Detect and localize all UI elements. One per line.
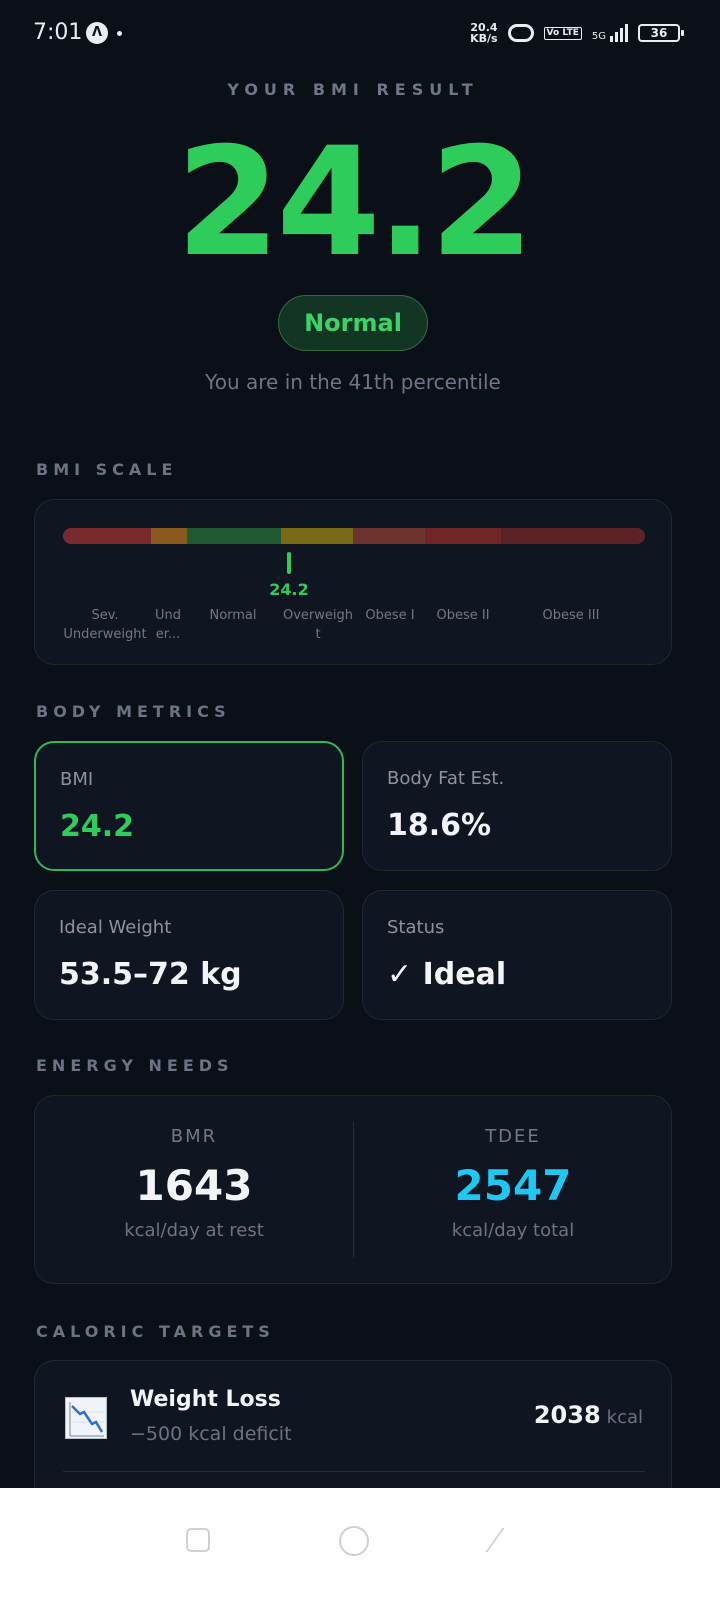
bmi-scale-card: 24.2 Sev. Underweight Und er... Normal Ove… (34, 499, 672, 665)
body-fat-label: Body Fat Est. (387, 768, 505, 789)
scale-label-obese-3: Obese III (542, 608, 600, 623)
network-speed-unit: KB/s (470, 32, 498, 45)
chart-decreasing-icon (65, 1397, 107, 1439)
body-fat-value: 18.6% (387, 808, 492, 843)
bmi-scale-segment (425, 528, 501, 544)
bmi-scale-segment (281, 528, 353, 544)
ideal-weight-label: Ideal Weight (59, 917, 172, 938)
network-speed: 20.4 KB/s (470, 22, 497, 44)
bmi-scale-bar (63, 528, 645, 544)
back-icon[interactable] (485, 1528, 525, 1552)
caloric-target-unit: kcal (606, 1407, 643, 1428)
bmr-subtext: kcal/day at rest (124, 1220, 264, 1241)
bmr-value: 1643 (135, 1161, 253, 1210)
caloric-targets-title: CALORIC TARGETS (36, 1322, 275, 1341)
bmi-value: 24.2 (175, 116, 534, 290)
bmi-scale-segment (151, 528, 187, 544)
scale-label-severe-underweight: Sev. Underweight (63, 608, 147, 642)
bmi-metric-value: 24.2 (60, 809, 135, 844)
scale-label-obese-1: Obese I (365, 608, 415, 623)
battery-icon: 36 (638, 24, 684, 42)
volte-icon: Vo LTE (543, 26, 582, 40)
caloric-target-value: 2038 (533, 1401, 601, 1429)
status-card: Status ✓ Ideal (362, 890, 672, 1020)
tdee-label: TDEE (485, 1126, 541, 1147)
recent-apps-icon[interactable] (186, 1528, 210, 1552)
status-value-row: ✓ Ideal (387, 957, 506, 992)
scale-label-underweight: Und er... (154, 608, 181, 642)
bmi-metric-label: BMI (60, 769, 94, 790)
status-label: Status (387, 917, 445, 938)
home-icon[interactable] (339, 1526, 369, 1556)
energy-divider (353, 1122, 354, 1258)
tdee-subtext: kcal/day total (451, 1220, 575, 1241)
bmi-scale-segment (501, 528, 645, 544)
app-notification-icon: Λ (86, 22, 108, 44)
bmi-scale-marker-value: 24.2 (269, 580, 309, 599)
bmi-scale-segment (353, 528, 425, 544)
caloric-target-amount: 2038 kcal (534, 1401, 643, 1429)
bmr-label: BMR (170, 1126, 218, 1147)
scale-label-obese-2: Obese II (436, 608, 490, 623)
check-icon: ✓ (387, 957, 413, 992)
tdee-column: TDEE 2547 kcal/day total (354, 1096, 672, 1241)
bmi-scale-segment (187, 528, 281, 544)
scale-label-normal: Normal (209, 608, 257, 623)
status-time: 7:01 (33, 20, 83, 45)
ideal-weight-value: 53.5–72 kg (59, 957, 242, 992)
system-navigation-bar (0, 1488, 720, 1600)
status-bar: 7:01 Λ 20.4 KB/s Vo LTE 5G 36 (0, 0, 720, 70)
status-icons: 20.4 KB/s Vo LTE 5G 36 (470, 22, 684, 44)
bmr-column: BMR 1643 kcal/day at rest (35, 1096, 353, 1241)
body-metrics-title: BODY METRICS (36, 702, 231, 721)
bmi-scale-marker (287, 552, 291, 574)
energy-card: BMR 1643 kcal/day at rest TDEE 2547 kcal… (34, 1095, 672, 1284)
category-badge: Normal (278, 295, 428, 351)
tdee-value: 2547 (454, 1161, 572, 1210)
bmi-metric-card: BMI 24.2 (34, 741, 344, 871)
network-speed-value: 20.4 (470, 21, 498, 34)
caloric-target-subtitle: −500 kcal deficit (130, 1423, 292, 1445)
bmi-scale-title: BMI SCALE (36, 460, 178, 479)
body-fat-card: Body Fat Est. 18.6% (362, 741, 672, 871)
hotspot-link-icon (507, 24, 534, 42)
percentile-text: You are in the 41th percentile (205, 370, 501, 394)
result-label: YOUR BMI RESULT (227, 80, 479, 99)
ideal-weight-card: Ideal Weight 53.5–72 kg (34, 890, 344, 1020)
notification-dot-icon (117, 31, 122, 36)
caloric-row-divider (63, 1471, 645, 1472)
energy-needs-title: ENERGY NEEDS (36, 1056, 234, 1075)
scale-label-overweight: Overweigh t (282, 608, 353, 642)
network-type: 5G (591, 31, 606, 42)
caloric-target-title: Weight Loss (130, 1387, 281, 1412)
status-value: Ideal (422, 957, 507, 992)
signal-icon: 5G (592, 24, 628, 42)
bmi-scale-segment (63, 528, 151, 544)
